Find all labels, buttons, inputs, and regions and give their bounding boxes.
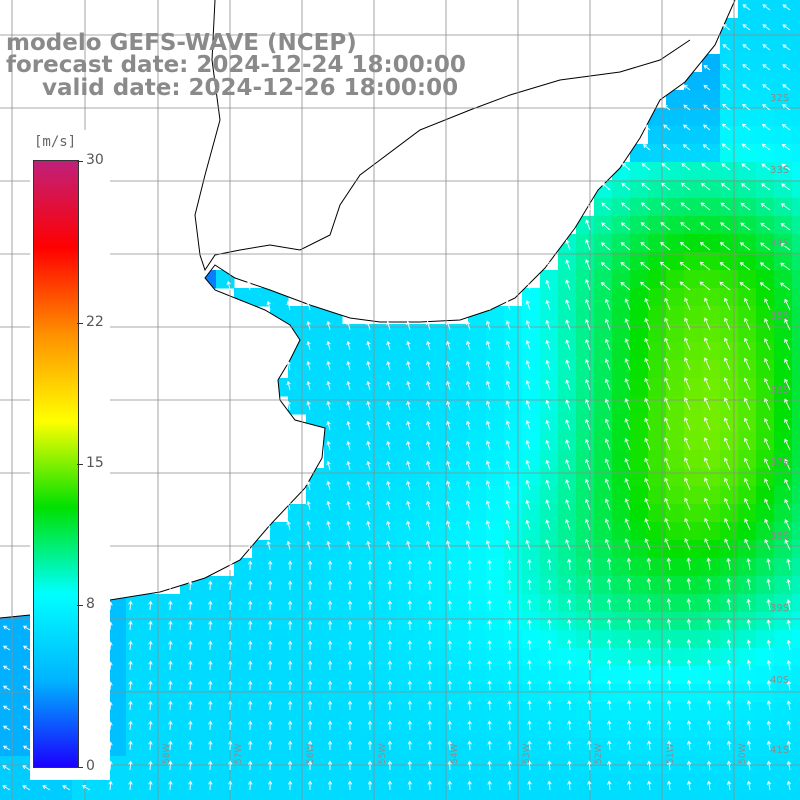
colorbar-tick-label: 15 xyxy=(86,455,104,471)
land-mask xyxy=(0,0,735,618)
colorbar: [m/s] 30 22 15 8 0 xyxy=(30,130,110,780)
colorbar-tick-label: 22 xyxy=(86,313,104,330)
lon-label: 57W xyxy=(234,743,244,764)
colorbar-tick-label: 30 xyxy=(86,152,104,168)
border-line xyxy=(194,0,691,272)
colorbar-tick-label: 8 xyxy=(86,596,95,613)
lon-label: 54W xyxy=(450,743,460,764)
valid-date: valid date: 2024-12-26 18:00:00 xyxy=(42,75,459,101)
colorbar-tick-mark xyxy=(77,605,83,607)
colorbar-tick-mark xyxy=(77,322,83,324)
lat-label: 37S xyxy=(770,457,790,468)
lat-label: 32S xyxy=(770,93,790,104)
lon-label: 51W xyxy=(666,743,676,764)
lon-label: 58W xyxy=(162,743,172,764)
lat-label: 33S xyxy=(770,165,790,176)
colorbar-tick-mark xyxy=(77,161,83,162)
lon-label: 52W xyxy=(594,743,604,764)
colorbar-gradient xyxy=(33,160,79,768)
lat-label: 41S xyxy=(770,745,790,756)
model-title: modelo GEFS-WAVE (NCEP) xyxy=(6,30,357,56)
lon-label: 55W xyxy=(378,743,388,764)
colorbar-tick-mark xyxy=(77,464,83,465)
lat-label: 38S xyxy=(770,531,790,542)
lat-label: 35S xyxy=(770,311,790,322)
colorbar-tick-label: 0 xyxy=(86,758,95,774)
lon-label: 50W xyxy=(738,743,748,764)
lat-label: 40S xyxy=(770,675,790,686)
lat-label: 39S xyxy=(770,603,790,614)
lat-label: 34S xyxy=(770,238,790,249)
colorbar-tick-mark xyxy=(77,767,83,768)
colorbar-unit-label: [m/s] xyxy=(34,134,77,150)
lon-label: 53W xyxy=(522,743,532,764)
forecast-date: forecast date: 2024-12-24 18:00:00 xyxy=(6,52,466,78)
lon-label: 56W xyxy=(306,743,316,764)
lat-label: 36S xyxy=(770,385,790,396)
